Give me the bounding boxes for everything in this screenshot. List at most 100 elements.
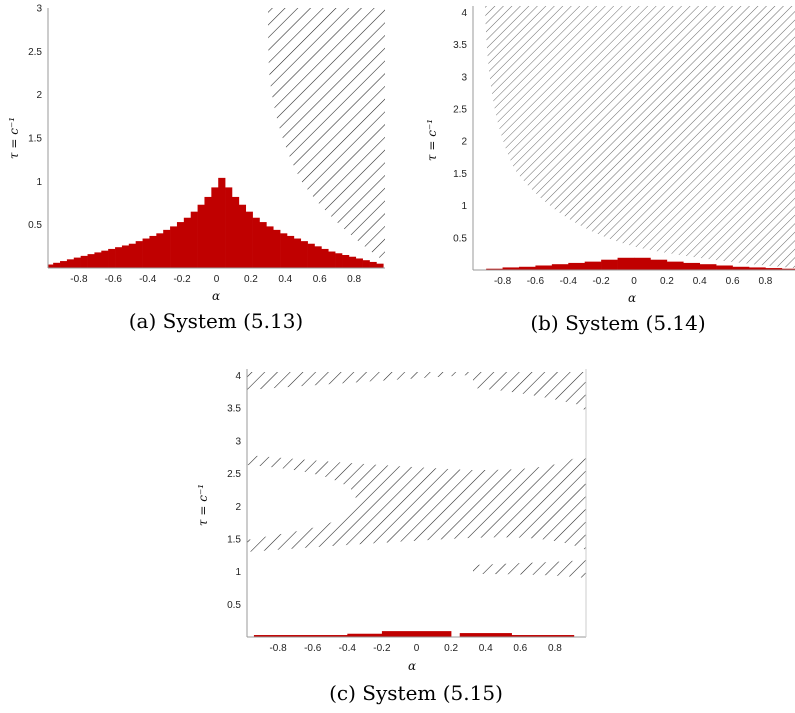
hatch-band-lower-c (473, 560, 586, 578)
bar-a-17 (163, 229, 171, 268)
bar-a-24 (211, 187, 219, 268)
bars-b (486, 257, 795, 270)
bar-a-3 (66, 259, 75, 268)
xtick-c-4: 0 (414, 643, 420, 654)
bar-b-3 (535, 265, 553, 270)
bar-b-18 (781, 268, 795, 270)
bar-a-43 (342, 255, 350, 268)
yticks-c: 0.5 1 1.5 2 2.5 3 3.5 4 (227, 371, 241, 611)
bar-a-12 (128, 243, 136, 268)
bar-b-9 (634, 257, 651, 270)
bar-a-6 (87, 254, 95, 268)
hatch-region-b (485, 6, 795, 268)
xtick-c-1: -0.6 (304, 643, 322, 654)
ytick-a-0: 0.5 (28, 220, 42, 231)
xtick-a-5: 0.2 (244, 274, 258, 285)
bar-b-7 (601, 259, 618, 270)
xtick-a-4: 0 (214, 274, 220, 285)
caption-c: (c) System (5.15) (329, 681, 503, 705)
panel-a: -0.8 -0.6 -0.4 -0.2 0 0.2 0.4 0.6 0.8 0.5 1 1.5 2 2.… (7, 4, 385, 333)
bar-c-0 (253, 635, 365, 637)
xlabel-b: α (628, 291, 636, 305)
bar-a-47 (369, 261, 377, 268)
bar-a-40 (321, 248, 329, 268)
bar-b-2 (519, 266, 536, 270)
ytick-a-3: 2 (36, 90, 42, 101)
ytick-b-6: 3.5 (453, 40, 467, 51)
xticks-a: -0.8 -0.6 -0.4 -0.2 0 0.2 0.4 0.6 0.8 (70, 274, 361, 285)
bar-a-37 (300, 241, 308, 268)
bar-a-10 (115, 247, 123, 268)
bar-b-6 (584, 261, 602, 270)
bar-a-15 (149, 235, 157, 268)
bar-a-48 (376, 263, 384, 268)
bar-a-26 (225, 187, 233, 268)
xticks-c: -0.8 -0.6 -0.4 -0.2 0 0.2 0.4 0.6 0.8 (269, 643, 562, 654)
xticks-b: -0.8 -0.6 -0.4 -0.2 0 0.2 0.4 0.6 0.8 (494, 276, 773, 287)
bars-a (48, 177, 384, 268)
bar-a-9 (108, 248, 116, 268)
xlabel-a: α (212, 289, 220, 303)
xtick-c-6: 0.4 (479, 643, 493, 654)
bar-b-15 (732, 266, 750, 270)
bar-a-8 (101, 250, 109, 268)
ytick-c-3: 2 (235, 502, 241, 513)
bar-a-39 (314, 246, 322, 268)
hatch-band-top-c (247, 372, 470, 390)
bar-a-4 (73, 257, 81, 268)
bar-a-45 (355, 258, 363, 268)
bar-a-22 (197, 204, 205, 268)
xtick-b-8: 0.8 (758, 276, 772, 287)
ytick-c-7: 4 (235, 371, 241, 382)
bar-a-35 (286, 235, 295, 268)
bar-a-30 (252, 217, 260, 268)
bar-a-20 (183, 217, 192, 268)
bar-a-1 (53, 262, 61, 268)
bar-a-33 (273, 229, 281, 268)
ytick-c-6: 3.5 (227, 404, 241, 415)
bar-a-0 (48, 264, 54, 268)
bar-a-25 (218, 177, 226, 268)
xtick-c-5: 0.2 (444, 643, 458, 654)
bar-a-5 (80, 255, 88, 268)
xtick-b-3: -0.2 (592, 276, 610, 287)
hatch-band-top-right-c (473, 372, 586, 412)
bar-c-2 (381, 631, 452, 637)
xtick-b-2: -0.4 (560, 276, 578, 287)
ytick-c-5: 3 (235, 436, 241, 447)
xtick-a-6: 0.4 (278, 274, 292, 285)
bar-b-10 (650, 259, 668, 270)
bar-a-44 (348, 256, 357, 268)
ylabel-a: τ = c⁻¹ (7, 117, 21, 159)
xtick-a-3: -0.2 (173, 274, 191, 285)
ytick-b-2: 1.5 (453, 169, 467, 180)
ytick-b-4: 2.5 (453, 105, 467, 116)
xtick-b-7: 0.6 (726, 276, 740, 287)
xtick-b-1: -0.6 (527, 276, 545, 287)
bar-b-17 (765, 268, 783, 270)
ytick-b-3: 2 (461, 137, 467, 148)
ylabel-b: τ = c⁻¹ (425, 119, 439, 161)
xtick-a-0: -0.8 (70, 274, 88, 285)
ytick-a-5: 3 (36, 4, 42, 15)
bar-a-42 (335, 253, 343, 268)
bar-c-1 (347, 633, 383, 637)
bar-b-12 (683, 262, 701, 270)
bar-a-46 (362, 260, 370, 268)
hatch-band-middle-c (247, 452, 586, 552)
bar-a-32 (266, 226, 274, 268)
ytick-c-2: 1.5 (227, 535, 241, 546)
bar-a-38 (307, 243, 315, 268)
bar-b-0 (486, 268, 503, 270)
yticks-b: 0.5 1 1.5 2 2.5 3 3.5 4 (453, 8, 467, 244)
bar-a-34 (280, 233, 288, 268)
bar-c-4 (508, 635, 575, 637)
bar-b-16 (749, 267, 766, 270)
bar-a-41 (328, 251, 336, 268)
bar-a-18 (170, 226, 178, 268)
bar-a-27 (231, 196, 240, 268)
ylabel-c: τ = c⁻¹ (196, 484, 210, 526)
xtick-c-2: -0.4 (339, 643, 357, 654)
bar-b-5 (568, 262, 586, 270)
